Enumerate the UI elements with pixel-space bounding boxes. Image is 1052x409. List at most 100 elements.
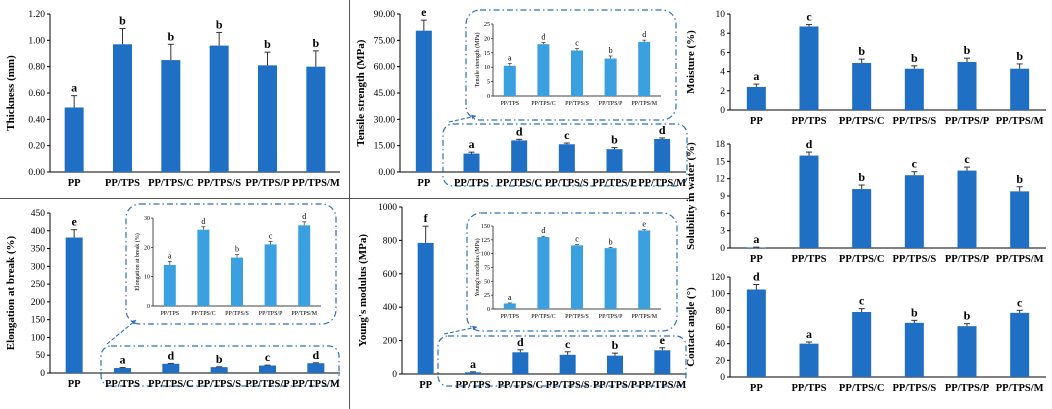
inset-significance-letter: d bbox=[541, 32, 545, 41]
y-tick-label: 1.20 bbox=[28, 10, 45, 20]
bar bbox=[746, 247, 766, 249]
x-tick-label: PP/TPS/S bbox=[546, 380, 590, 391]
significance-letter: b bbox=[119, 13, 126, 27]
significance-letter: b bbox=[911, 305, 918, 319]
significance-letter: a bbox=[469, 137, 475, 151]
inset-y-tick-label: 25 bbox=[484, 22, 490, 28]
solubility-chart: 0 3 6 9 12 15 18 Solubility in water (%) a PP d PP/… bbox=[685, 137, 1046, 265]
bar bbox=[307, 363, 325, 373]
significance-letter: f bbox=[424, 211, 429, 225]
x-tick-label: PP/TPS/M bbox=[638, 380, 686, 391]
significance-letter: d bbox=[312, 348, 319, 362]
significance-letter: a bbox=[470, 357, 476, 371]
arrow-head bbox=[131, 320, 136, 325]
inset-significance-letter: a bbox=[168, 251, 172, 260]
y-axis-title: Elongation at break (%) bbox=[5, 235, 17, 350]
thickness-chart: 0.00 0.20 0.40 0.60 0.80 1.00 1.20 Thickness (m… bbox=[5, 10, 340, 189]
y-tick-label: 800 bbox=[383, 236, 398, 246]
inset-y-tick-label: 20 bbox=[144, 245, 150, 251]
x-tick-label: PP bbox=[419, 380, 432, 391]
inset-significance-letter: c bbox=[575, 235, 579, 244]
bar bbox=[559, 354, 576, 374]
significance-letter: b bbox=[964, 309, 971, 323]
bar bbox=[161, 60, 181, 173]
y-tick-label: 100 bbox=[31, 333, 46, 343]
significance-letter: b bbox=[216, 352, 223, 366]
significance-letter: d bbox=[167, 348, 174, 362]
inset-x-tick-label: PP/TPS bbox=[500, 314, 519, 320]
y-tick-label: 80 bbox=[716, 306, 726, 316]
y-tick-label: 60.00 bbox=[374, 63, 396, 73]
inset-bar bbox=[197, 229, 210, 306]
arrow-head bbox=[471, 114, 476, 120]
y-tick-label: 9 bbox=[720, 192, 725, 202]
y-axis-title: Contact angle (°) bbox=[685, 287, 697, 367]
significance-letter: c bbox=[859, 294, 865, 308]
inset-y-tick-label: 0 bbox=[147, 304, 150, 310]
inset-y-tick-label: 50 bbox=[484, 279, 490, 285]
x-tick-label: PP/TPS/M bbox=[292, 178, 340, 189]
y-axis-title: Moisture (%) bbox=[685, 30, 697, 94]
significance-letter: d bbox=[806, 137, 813, 151]
inset-significance-letter: d bbox=[541, 226, 545, 235]
inset-significance-letter: b bbox=[609, 237, 613, 246]
inset-y-tick-label: 10 bbox=[144, 275, 150, 281]
inset-x-tick-label: PP/TPS/P bbox=[599, 101, 623, 107]
bar bbox=[512, 352, 529, 374]
inset-y-tick-label: 150 bbox=[481, 224, 490, 230]
connector-arrow bbox=[448, 115, 477, 123]
x-tick-label: PP/TPS/C bbox=[148, 178, 194, 189]
tensile-strength-chart: 0.00 15.00 30.00 45.00 60.00 75.00 90.00 Tensil… bbox=[355, 5, 688, 189]
y-tick-label: 0 bbox=[720, 106, 725, 116]
y-tick-label: 40 bbox=[716, 340, 726, 350]
inset-y-tick-label: 25 bbox=[484, 293, 490, 299]
inset-bar bbox=[537, 44, 550, 96]
bar bbox=[799, 26, 819, 111]
significance-letter: a bbox=[806, 327, 812, 341]
x-tick-label: PP bbox=[68, 178, 81, 189]
significance-letter: b bbox=[312, 36, 319, 50]
y-tick-label: 150 bbox=[31, 316, 46, 326]
significance-letter: e bbox=[660, 333, 666, 347]
inset-bar bbox=[571, 50, 583, 96]
significance-letter: b bbox=[858, 44, 865, 58]
significance-letter: b bbox=[1016, 172, 1023, 186]
y-tick-label: 600 bbox=[383, 270, 398, 280]
bar bbox=[65, 237, 83, 373]
bar bbox=[210, 367, 228, 373]
x-tick-label: PP/TPS/C bbox=[839, 254, 885, 265]
x-tick-label: PP/TPS bbox=[105, 178, 140, 189]
x-tick-label: PP/TPS/C bbox=[839, 383, 885, 394]
significance-letter: b bbox=[612, 338, 619, 352]
y-axis-title: Tensile strength (MPa) bbox=[355, 39, 367, 146]
bar bbox=[852, 62, 872, 110]
bar bbox=[904, 68, 924, 110]
significance-letter: b bbox=[1016, 49, 1023, 63]
x-tick-label: PP/TPS bbox=[791, 254, 826, 265]
inset-x-tick-label: PP/TPS/C bbox=[531, 314, 555, 320]
y-tick-label: 400 bbox=[383, 303, 398, 313]
inset-significance-letter: b bbox=[609, 46, 613, 55]
x-tick-label: PP/TPS/S bbox=[197, 178, 241, 189]
bar bbox=[746, 86, 766, 110]
y-tick-label: 200 bbox=[383, 337, 398, 347]
y-tick-label: 200 bbox=[31, 298, 46, 308]
bar bbox=[1010, 191, 1030, 248]
x-tick-label: PP/TPS/C bbox=[148, 379, 194, 390]
x-tick-label: PP bbox=[750, 116, 763, 127]
x-tick-label: PP/TPS/C bbox=[496, 178, 542, 189]
significance-letter: a bbox=[71, 81, 77, 95]
significance-letter: e bbox=[421, 5, 427, 19]
x-tick-label: PP/TPS bbox=[791, 116, 826, 127]
inset-y-tick-label: 10 bbox=[484, 65, 490, 71]
bar bbox=[258, 65, 277, 172]
y-tick-label: 10 bbox=[716, 10, 726, 20]
inset-significance-letter: a bbox=[508, 53, 512, 62]
x-tick-label: PP/TPS/S bbox=[892, 116, 936, 127]
y-tick-label: 0.40 bbox=[28, 115, 45, 125]
x-tick-label: PP/TPS/S bbox=[545, 178, 589, 189]
y-tick-label: 50 bbox=[36, 351, 46, 361]
inset-y-tick-label: 30 bbox=[144, 216, 150, 222]
x-tick-label: PP/TPS/P bbox=[245, 178, 290, 189]
x-tick-label: PP/TPS/P bbox=[245, 379, 290, 390]
